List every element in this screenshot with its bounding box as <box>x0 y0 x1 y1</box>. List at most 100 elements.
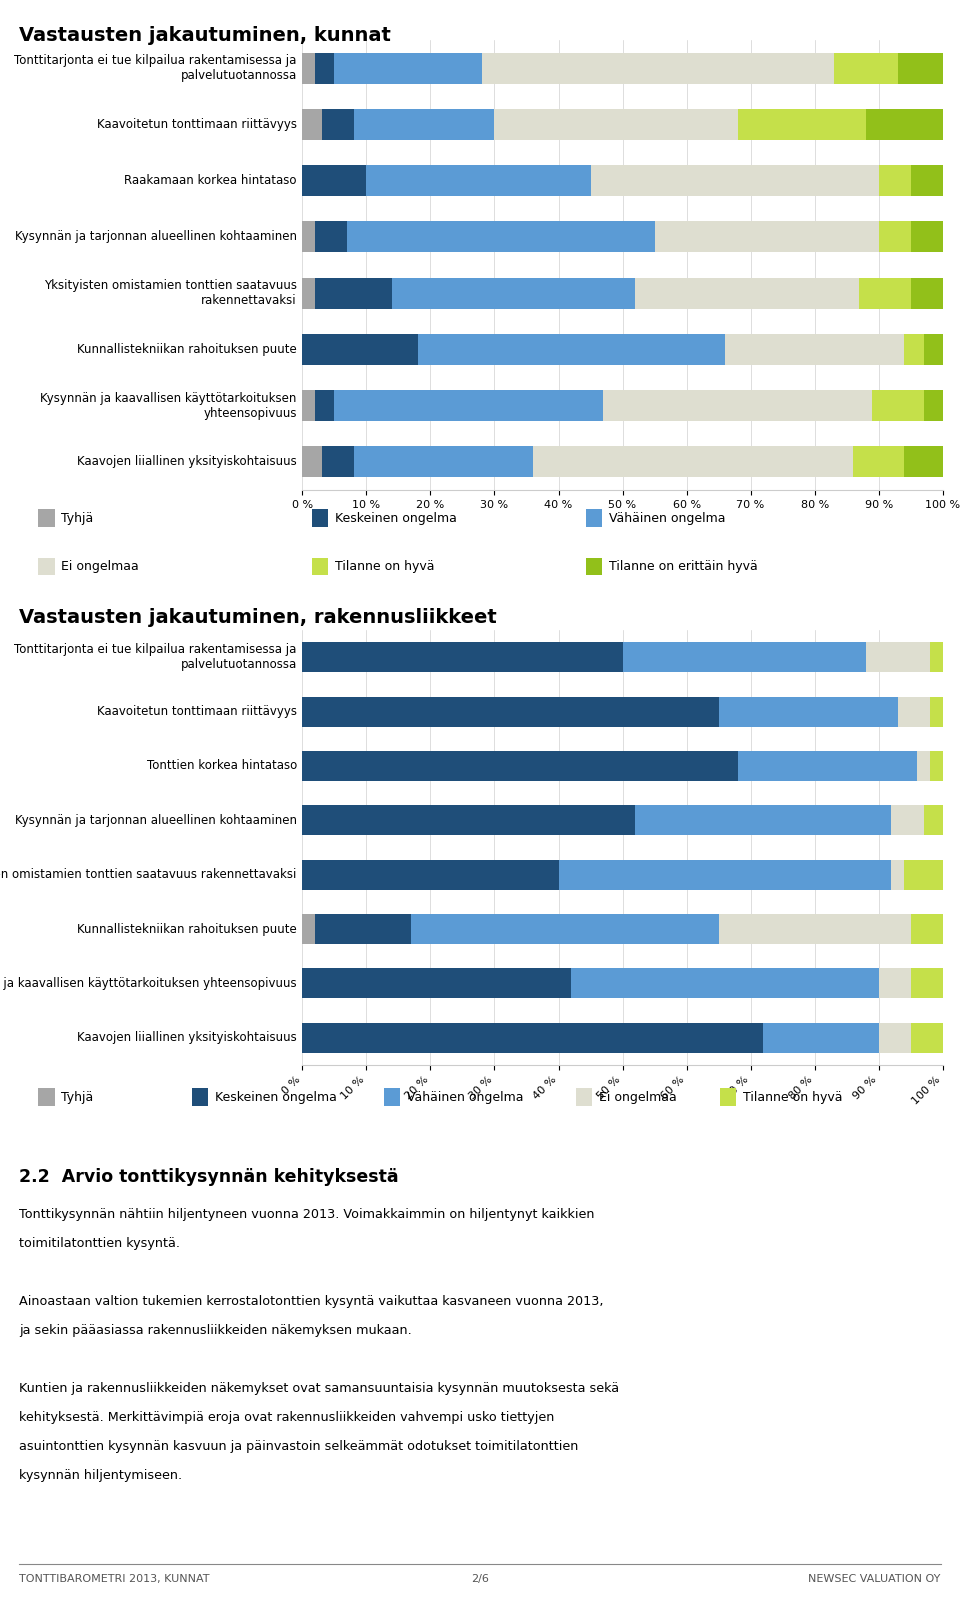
Bar <box>911 914 943 944</box>
Text: Tilanne on hyvä: Tilanne on hyvä <box>743 1091 843 1104</box>
Bar <box>302 222 315 253</box>
Text: Tilanne on erittäin hyvä: Tilanne on erittäin hyvä <box>609 560 757 573</box>
Bar <box>763 1023 878 1052</box>
Bar <box>738 109 866 140</box>
Text: Tilanne on hyvä: Tilanne on hyvä <box>335 560 435 573</box>
Bar <box>898 697 930 727</box>
Bar <box>719 697 898 727</box>
Text: Tyhjä: Tyhjä <box>61 512 94 525</box>
Bar <box>559 859 892 890</box>
Bar <box>322 446 353 478</box>
Bar <box>873 389 924 422</box>
Bar <box>533 446 853 478</box>
Text: 2/6: 2/6 <box>471 1574 489 1583</box>
Bar <box>904 859 943 890</box>
Text: Vähäinen ongelma: Vähäinen ongelma <box>609 512 725 525</box>
Bar <box>898 53 943 84</box>
Bar <box>418 335 725 365</box>
Bar <box>719 914 911 944</box>
Bar <box>334 389 603 422</box>
Text: Tyhjä: Tyhjä <box>61 1091 94 1104</box>
Bar <box>482 53 834 84</box>
Text: Ainoastaan valtion tukemien kerrostalotonttien kysyntä vaikuttaa kasvaneen vuonn: Ainoastaan valtion tukemien kerrostaloto… <box>19 1295 604 1308</box>
Bar <box>636 806 892 835</box>
Text: Kuntien ja rakennusliikkeiden näkemykset ovat samansuuntaisia kysynnän muutokses: Kuntien ja rakennusliikkeiden näkemykset… <box>19 1382 619 1395</box>
Bar <box>892 859 904 890</box>
Text: asuintonttien kysynnän kasvuun ja päinvastoin selkeämmät odotukset toimitilatont: asuintonttien kysynnän kasvuun ja päinva… <box>19 1440 579 1453</box>
Text: Vähäinen ongelma: Vähäinen ongelma <box>407 1091 523 1104</box>
Bar <box>322 109 353 140</box>
Bar <box>911 166 943 196</box>
Bar <box>859 278 911 309</box>
Bar <box>411 914 719 944</box>
Bar <box>622 642 866 673</box>
Bar <box>878 969 911 999</box>
Bar <box>334 53 482 84</box>
Bar <box>302 109 322 140</box>
Text: Vastausten jakautuminen, rakennusliikkeet: Vastausten jakautuminen, rakennusliikkee… <box>19 608 497 628</box>
Text: kehityksestä. Merkittävimpiä eroja ovat rakennusliikkeiden vahvempi usko tiettyj: kehityksestä. Merkittävimpiä eroja ovat … <box>19 1411 555 1424</box>
Bar <box>302 53 315 84</box>
Bar <box>315 222 348 253</box>
Bar <box>878 222 911 253</box>
Bar <box>302 969 571 999</box>
Bar <box>367 166 590 196</box>
Bar <box>911 222 943 253</box>
Text: toimitilatonttien kysyntä.: toimitilatonttien kysyntä. <box>19 1237 180 1250</box>
Bar <box>392 278 636 309</box>
Bar <box>302 166 367 196</box>
Bar <box>590 166 878 196</box>
Bar <box>302 697 719 727</box>
Bar <box>655 222 878 253</box>
Bar <box>302 446 322 478</box>
Bar <box>924 806 943 835</box>
Bar <box>302 335 418 365</box>
Bar <box>904 446 943 478</box>
Bar <box>315 53 334 84</box>
Text: Keskeinen ongelma: Keskeinen ongelma <box>335 512 457 525</box>
Bar <box>315 389 334 422</box>
Bar <box>911 969 943 999</box>
Text: 2.2  Arvio tonttikysynnän kehityksestä: 2.2 Arvio tonttikysynnän kehityksestä <box>19 1168 398 1186</box>
Bar <box>603 389 873 422</box>
Text: Tonttikysynnän nähtiin hiljentyneen vuonna 2013. Voimakkaimmin on hiljentynyt ka: Tonttikysynnän nähtiin hiljentyneen vuon… <box>19 1208 594 1221</box>
Bar <box>904 335 924 365</box>
Bar <box>302 389 315 422</box>
Bar <box>930 642 943 673</box>
Bar <box>878 166 911 196</box>
Bar <box>353 109 494 140</box>
Bar <box>636 278 859 309</box>
Text: Ei ongelmaa: Ei ongelmaa <box>61 560 139 573</box>
Bar <box>892 806 924 835</box>
Bar <box>738 751 917 780</box>
Bar <box>866 109 943 140</box>
Bar <box>725 335 904 365</box>
Bar <box>917 751 930 780</box>
Text: Vastausten jakautuminen, kunnat: Vastausten jakautuminen, kunnat <box>19 26 391 45</box>
Bar <box>302 806 636 835</box>
Text: NEWSEC VALUATION OY: NEWSEC VALUATION OY <box>808 1574 941 1583</box>
Bar <box>571 969 878 999</box>
Bar <box>302 1023 763 1052</box>
Bar <box>302 859 559 890</box>
Text: kysynnän hiljentymiseen.: kysynnän hiljentymiseen. <box>19 1469 182 1482</box>
Bar <box>911 1023 943 1052</box>
Bar <box>834 53 898 84</box>
Bar <box>930 751 943 780</box>
Bar <box>930 697 943 727</box>
Bar <box>315 914 411 944</box>
Text: Keskeinen ongelma: Keskeinen ongelma <box>215 1091 337 1104</box>
Text: Ei ongelmaa: Ei ongelmaa <box>599 1091 677 1104</box>
Bar <box>853 446 904 478</box>
Text: TONTTIBAROMETRI 2013, KUNNAT: TONTTIBAROMETRI 2013, KUNNAT <box>19 1574 209 1583</box>
Bar <box>866 642 930 673</box>
Bar <box>302 914 315 944</box>
Bar <box>348 222 655 253</box>
Bar <box>878 1023 911 1052</box>
Bar <box>302 642 622 673</box>
Text: ja sekin pääasiassa rakennusliikkeiden näkemyksen mukaan.: ja sekin pääasiassa rakennusliikkeiden n… <box>19 1324 412 1337</box>
Bar <box>911 278 943 309</box>
Bar <box>494 109 738 140</box>
Bar <box>302 751 738 780</box>
Bar <box>353 446 533 478</box>
